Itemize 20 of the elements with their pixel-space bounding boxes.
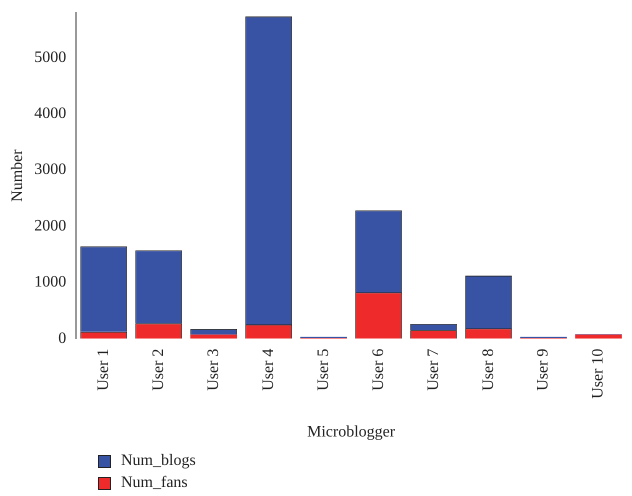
y-tick-label: 3000: [34, 161, 66, 178]
y-tick-label: 2000: [34, 217, 66, 234]
x-tick-label: User 4: [260, 348, 277, 391]
x-tick-label: User 3: [204, 348, 222, 391]
y-tick-label: 4000: [34, 104, 66, 122]
y-tick-label: 1000: [34, 274, 66, 291]
x-tick-label: User 1: [94, 348, 112, 391]
x-tick-label: User 7: [424, 348, 442, 391]
x-tick-label: User 10: [590, 348, 607, 399]
legend-label: Num_blogs: [121, 452, 196, 470]
x-tick-label: User 8: [480, 348, 497, 391]
x-tick-label: User 2: [150, 348, 167, 391]
y-axis-title: Number: [8, 148, 26, 202]
x-axis-title: Microblogger: [307, 424, 396, 441]
y-tick-label: 5000: [34, 48, 66, 66]
x-tick-label: User 6: [370, 348, 387, 391]
x-tick-label: User 9: [534, 348, 552, 391]
y-tick-label: 0: [58, 330, 66, 347]
x-tick-label: User 5: [314, 348, 332, 391]
legend-label: Num_fans: [121, 474, 188, 492]
